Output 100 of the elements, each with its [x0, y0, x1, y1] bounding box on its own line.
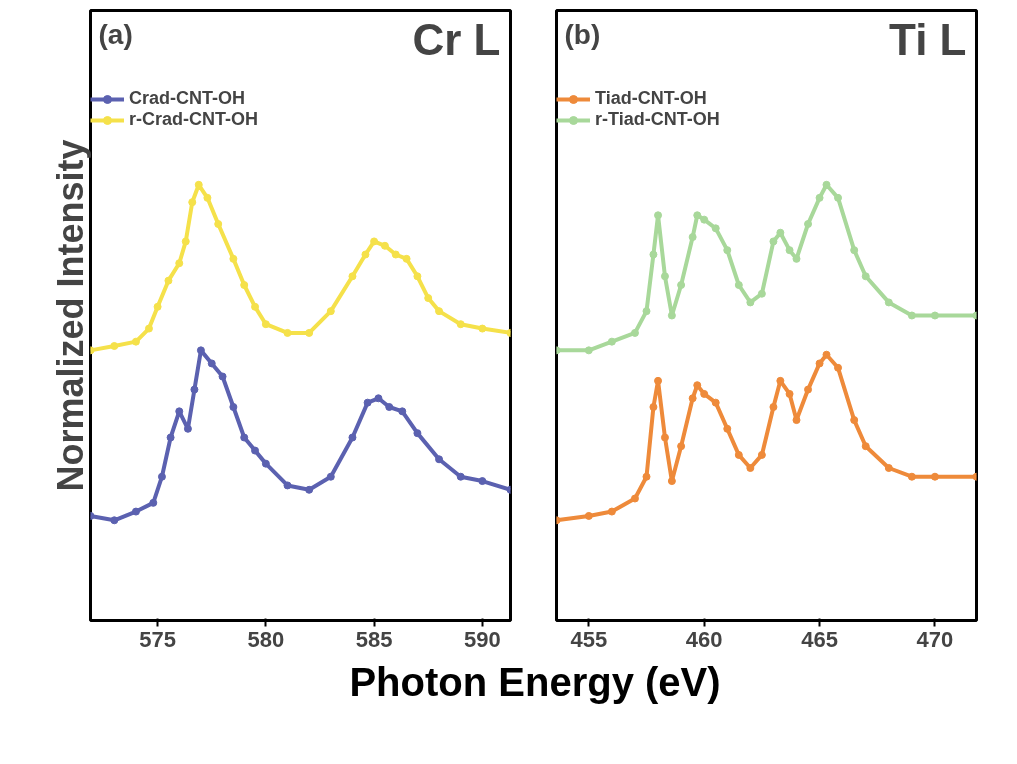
- point: [478, 477, 487, 486]
- point: [884, 298, 893, 307]
- point: [630, 328, 639, 337]
- point: [175, 259, 184, 268]
- point: [667, 311, 676, 320]
- point: [218, 372, 227, 381]
- point: [183, 424, 192, 433]
- point: [785, 389, 794, 398]
- point: [110, 516, 119, 525]
- x-tick-label: 465: [801, 626, 838, 652]
- point: [711, 224, 720, 233]
- point: [305, 485, 314, 494]
- point: [402, 254, 411, 263]
- point: [380, 241, 389, 250]
- point: [677, 281, 686, 289]
- point: [283, 328, 292, 337]
- point: [677, 442, 686, 451]
- point: [398, 407, 407, 416]
- point: [734, 450, 743, 459]
- x-tick-label: 580: [247, 626, 285, 652]
- point: [746, 298, 755, 307]
- point: [834, 193, 843, 202]
- point: [326, 307, 335, 316]
- point: [131, 337, 140, 346]
- point: [607, 507, 616, 516]
- point: [348, 433, 357, 442]
- point: [834, 363, 843, 372]
- point: [700, 215, 709, 224]
- point: [804, 385, 813, 394]
- point: [907, 311, 916, 320]
- point: [584, 511, 593, 520]
- point: [757, 289, 766, 298]
- point: [190, 385, 199, 394]
- point: [723, 246, 732, 255]
- point: [769, 403, 778, 411]
- point: [660, 433, 669, 442]
- point: [792, 416, 801, 425]
- point: [229, 254, 238, 263]
- point: [240, 281, 249, 289]
- point: [240, 433, 249, 442]
- point: [907, 472, 916, 481]
- point: [649, 250, 658, 259]
- point: [850, 416, 859, 425]
- point: [757, 450, 766, 459]
- point: [435, 455, 444, 464]
- point: [361, 250, 370, 259]
- point: [815, 193, 824, 202]
- point: [203, 193, 212, 202]
- point: [374, 394, 383, 403]
- point: [326, 472, 335, 481]
- legend-label: r-Crad-CNT-OH: [129, 109, 258, 130]
- point: [649, 403, 658, 411]
- point: [144, 324, 153, 333]
- point: [930, 472, 939, 481]
- point: [776, 376, 785, 385]
- point: [822, 350, 831, 359]
- point: [363, 398, 372, 407]
- point: [385, 403, 394, 411]
- point: [688, 233, 697, 242]
- point: [642, 307, 651, 316]
- point: [660, 272, 669, 281]
- point: [214, 220, 223, 228]
- point: [435, 307, 444, 316]
- point: [188, 198, 197, 207]
- point: [413, 429, 422, 438]
- point: [693, 211, 702, 220]
- point: [700, 389, 709, 398]
- point: [456, 472, 465, 481]
- point: [149, 498, 158, 507]
- point: [930, 311, 939, 320]
- point: [584, 346, 593, 355]
- point: [785, 246, 794, 255]
- point: [861, 272, 870, 281]
- point: [194, 180, 203, 189]
- text: (b): [564, 18, 601, 50]
- point: [196, 346, 205, 355]
- point: [166, 433, 175, 442]
- x-tick-label: 585: [355, 626, 393, 652]
- point: [413, 272, 422, 281]
- point: [305, 328, 314, 337]
- point: [110, 342, 119, 350]
- text: (a): [98, 18, 133, 50]
- chart-title: Ti L: [889, 14, 967, 64]
- point: [654, 211, 663, 220]
- point: [850, 246, 859, 255]
- point: [607, 337, 616, 346]
- point: [861, 442, 870, 451]
- point: [654, 376, 663, 385]
- point: [456, 320, 465, 329]
- point: [630, 494, 639, 503]
- y-axis-title: Normalized Intensity: [49, 139, 91, 492]
- x-tick-label: 460: [685, 626, 723, 652]
- point: [424, 294, 433, 303]
- point: [131, 507, 140, 516]
- point: [734, 281, 743, 289]
- point: [261, 459, 270, 468]
- point: [667, 477, 676, 486]
- x-tick-label: 470: [916, 626, 954, 652]
- point: [283, 481, 292, 490]
- legend-label: Crad-CNT-OH: [129, 88, 245, 109]
